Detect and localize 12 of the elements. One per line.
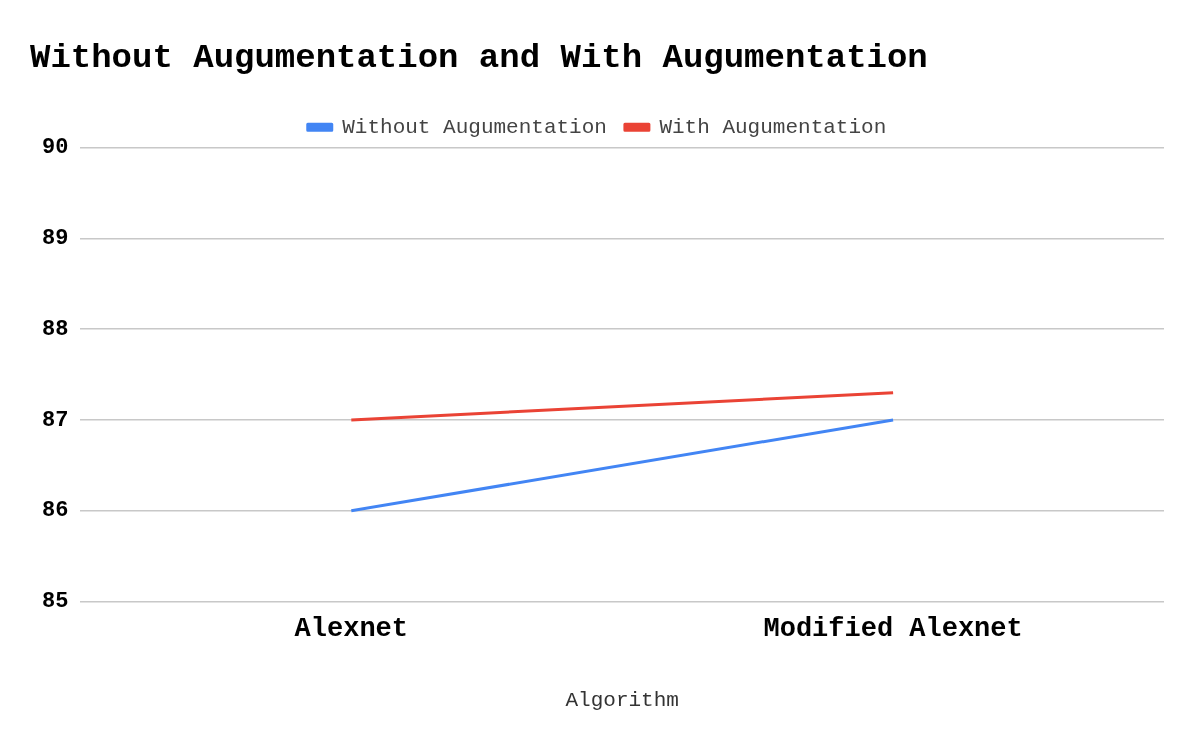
legend-label: Without Augumentation [342,115,607,139]
y-tick-label: 89 [42,226,69,252]
x-tick-label: Alexnet [294,614,409,645]
y-tick-label: 87 [42,407,69,433]
y-tick-label: 90 [42,135,69,161]
x-axis-title: Algorithm [565,688,679,712]
legend-label: With Augumentation [659,115,887,139]
y-tick-label: 88 [42,316,69,342]
chart-title: Without Augumentation and With Augumentation [30,38,928,77]
x-tick-label: Modified Alexnet [763,614,1023,645]
y-tick-label: 85 [42,588,69,614]
y-tick-label: 86 [42,498,69,524]
